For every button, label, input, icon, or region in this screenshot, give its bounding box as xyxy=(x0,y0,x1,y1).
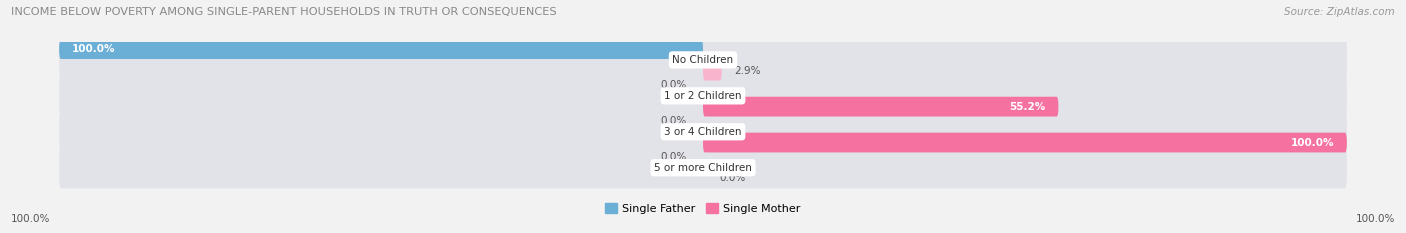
FancyBboxPatch shape xyxy=(703,133,1347,152)
Text: 100.0%: 100.0% xyxy=(72,44,115,54)
FancyBboxPatch shape xyxy=(703,97,1059,116)
Text: 55.2%: 55.2% xyxy=(1010,102,1046,112)
Text: 1 or 2 Children: 1 or 2 Children xyxy=(664,91,742,101)
Text: 5 or more Children: 5 or more Children xyxy=(654,163,752,173)
FancyBboxPatch shape xyxy=(59,39,1347,81)
FancyBboxPatch shape xyxy=(59,147,1347,188)
Text: 0.0%: 0.0% xyxy=(661,152,688,162)
Text: 0.0%: 0.0% xyxy=(661,80,688,90)
Text: 0.0%: 0.0% xyxy=(661,116,688,126)
Text: Source: ZipAtlas.com: Source: ZipAtlas.com xyxy=(1284,7,1395,17)
FancyBboxPatch shape xyxy=(703,61,721,81)
FancyBboxPatch shape xyxy=(59,111,1347,152)
Text: 2.9%: 2.9% xyxy=(734,66,761,76)
Text: 100.0%: 100.0% xyxy=(11,214,51,224)
FancyBboxPatch shape xyxy=(59,39,703,59)
Text: INCOME BELOW POVERTY AMONG SINGLE-PARENT HOUSEHOLDS IN TRUTH OR CONSEQUENCES: INCOME BELOW POVERTY AMONG SINGLE-PARENT… xyxy=(11,7,557,17)
Legend: Single Father, Single Mother: Single Father, Single Mother xyxy=(600,199,806,218)
Text: No Children: No Children xyxy=(672,55,734,65)
Text: 3 or 4 Children: 3 or 4 Children xyxy=(664,127,742,137)
Text: 0.0%: 0.0% xyxy=(718,174,745,183)
FancyBboxPatch shape xyxy=(59,75,1347,116)
Text: 100.0%: 100.0% xyxy=(1355,214,1395,224)
Text: 100.0%: 100.0% xyxy=(1291,137,1334,147)
